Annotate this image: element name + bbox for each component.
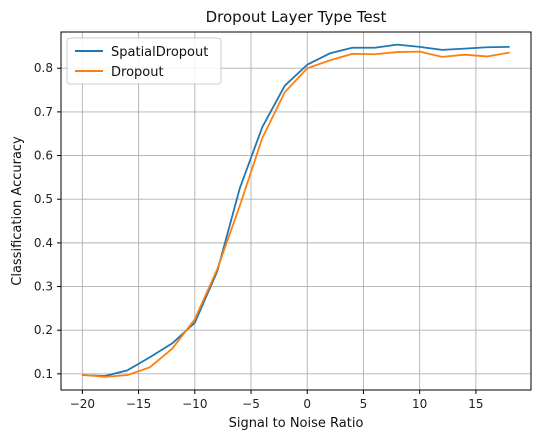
x-axis-label: Signal to Noise Ratio xyxy=(229,416,364,431)
x-tick-label: 15 xyxy=(468,397,483,411)
y-tick-label: 0.1 xyxy=(34,367,53,381)
legend-label: SpatialDropout xyxy=(111,45,208,60)
legend: SpatialDropout Dropout xyxy=(66,37,222,85)
x-ticks: −20 −15 −10 −5 0 5 10 15 xyxy=(70,390,484,411)
plot-frame xyxy=(60,31,532,391)
series-line-dropout xyxy=(82,50,510,378)
y-ticks: 0.1 0.2 0.3 0.4 0.5 0.6 0.7 0.8 xyxy=(34,61,61,381)
y-tick-label: 0.5 xyxy=(34,192,53,206)
y-tick-label: 0.7 xyxy=(34,105,53,119)
x-tick-label: −15 xyxy=(126,397,151,411)
y-axis-label: Classification Accuracy xyxy=(10,136,25,286)
x-tick-label: 0 xyxy=(303,397,311,411)
legend-box xyxy=(66,37,222,85)
x-tick-label: 5 xyxy=(360,397,368,411)
chart-title: Dropout Layer Type Test xyxy=(206,8,387,26)
y-tick-label: 0.4 xyxy=(34,236,53,250)
y-tick-label: 0.6 xyxy=(34,149,53,163)
y-tick-label: 0.2 xyxy=(34,323,53,337)
legend-label: Dropout xyxy=(111,65,164,80)
x-tick-label: −20 xyxy=(70,397,95,411)
y-tick-label: 0.3 xyxy=(34,280,53,294)
series-line-spatialdropout xyxy=(82,43,510,377)
y-tick-label: 0.8 xyxy=(34,61,53,75)
grid-lines xyxy=(61,32,531,390)
x-tick-label: −10 xyxy=(182,397,207,411)
x-tick-label: 10 xyxy=(412,397,427,411)
series-lines xyxy=(82,43,510,378)
x-tick-label: −5 xyxy=(242,397,260,411)
